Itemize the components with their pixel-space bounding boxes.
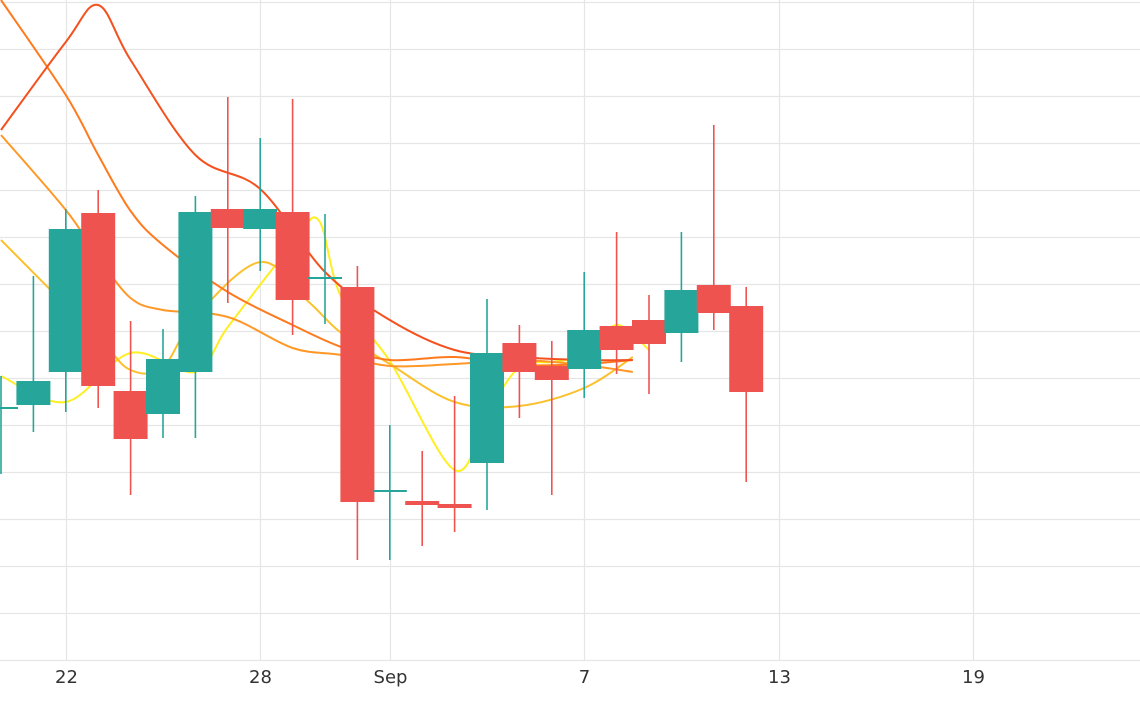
candle-body-up [664, 290, 699, 333]
x-tick-label: 19 [962, 667, 985, 688]
grid [0, 0, 1140, 662]
candle [48, 209, 83, 412]
candle-body-up [146, 359, 180, 414]
candle-body-down [210, 209, 245, 228]
candle [81, 190, 116, 408]
candle-body-down [696, 285, 731, 313]
candle [243, 138, 278, 271]
candle [340, 266, 375, 560]
candle [178, 196, 213, 438]
candle [567, 272, 602, 398]
x-tick-label: 28 [249, 667, 272, 688]
candle [275, 99, 310, 335]
candle [308, 214, 342, 324]
candle [437, 396, 472, 532]
candle-body-up [372, 490, 407, 492]
candle [372, 425, 407, 560]
candle [599, 232, 634, 374]
candle-body-down [502, 343, 537, 372]
candle [502, 325, 537, 418]
x-axis: 22 28 Sep 7 13 19 [55, 667, 985, 688]
candle-body-up [470, 353, 504, 463]
candle-body-down [632, 320, 666, 344]
candle-body-down [113, 391, 148, 439]
candles [0, 97, 764, 560]
x-tick-label: 7 [579, 667, 590, 688]
candle-body-down [437, 504, 472, 508]
candle-body-down [729, 306, 764, 392]
candle-body-down [275, 212, 310, 300]
candle [146, 329, 180, 438]
candle [470, 299, 504, 510]
candle-body-up [243, 209, 278, 229]
x-tick-label: 22 [55, 667, 78, 688]
candle [534, 341, 569, 495]
candle [729, 287, 764, 482]
candle-body-up [0, 407, 18, 409]
candle [16, 276, 51, 432]
candle-body-down [340, 287, 375, 502]
candle [696, 125, 731, 330]
candle-body-up [16, 381, 51, 405]
candle-body-down [81, 213, 116, 386]
candle [210, 97, 245, 303]
candle-body-up [48, 229, 83, 372]
candle-body-down [534, 366, 569, 380]
candle [0, 376, 18, 474]
candle [405, 451, 440, 546]
candle [632, 295, 666, 394]
x-tick-label: Sep [374, 667, 408, 688]
candle-body-down [599, 326, 634, 350]
candle-body-up [567, 330, 602, 369]
candle-body-down [405, 501, 440, 505]
x-tick-label: 13 [768, 667, 791, 688]
candle-body-up [308, 277, 342, 279]
candle [113, 321, 148, 495]
candle [664, 232, 699, 362]
candle-body-up [178, 212, 213, 372]
